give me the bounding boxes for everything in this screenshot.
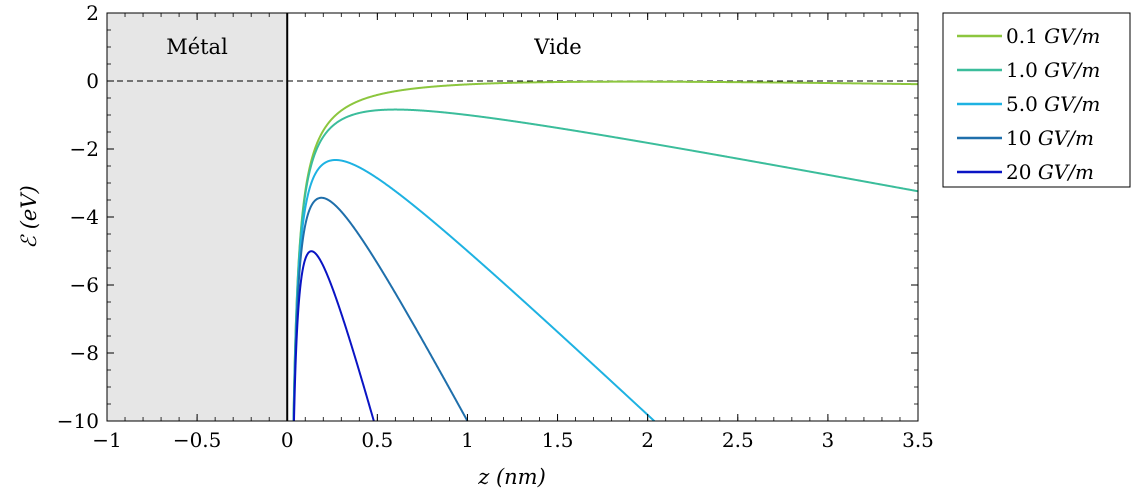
legend-unit: GV/m [1044, 24, 1100, 48]
x-tick-label: 0.5 [361, 428, 393, 452]
region-label-metal: Métal [166, 35, 228, 59]
y-tick-label: −4 [70, 205, 99, 229]
x-tick-label: 3.5 [902, 428, 934, 452]
y-tick-label: −10 [57, 409, 99, 433]
x-tick-label: 0 [281, 428, 294, 452]
legend-unit: GV/m [1038, 126, 1094, 150]
legend-label-1: 1.0 GV/m [1006, 58, 1100, 82]
legend-value: 0.1 [1006, 24, 1044, 48]
x-axis-title: z (nm) [477, 465, 546, 489]
y-tick-label: −2 [70, 137, 99, 161]
series-line-3 [292, 196, 469, 421]
y-tick-label: 0 [86, 69, 99, 93]
legend-unit: GV/m [1044, 58, 1100, 82]
series-line-2 [292, 158, 656, 421]
region-label-vacuum: Vide [533, 35, 581, 59]
x-tick-label: −1 [92, 428, 121, 452]
legend-value: 5.0 [1006, 92, 1044, 116]
legend-value: 1.0 [1006, 58, 1044, 82]
legend-label-0: 0.1 GV/m [1006, 24, 1100, 48]
legend-value: 20 [1006, 160, 1038, 184]
y-tick-label: −8 [70, 341, 99, 365]
x-tick-label: 2.5 [722, 428, 754, 452]
legend-unit: GV/m [1038, 160, 1094, 184]
x-tick-label: 3 [822, 428, 835, 452]
x-tick-label: 1.5 [542, 428, 574, 452]
legend-label-4: 20 GV/m [1006, 160, 1094, 184]
y-tick-label: 2 [86, 1, 99, 25]
legend-label-2: 5.0 GV/m [1006, 92, 1100, 116]
legend: 0.1 GV/m1.0 GV/m5.0 GV/m10 GV/m20 GV/m [942, 12, 1131, 188]
y-tick-label: −6 [70, 273, 99, 297]
legend-unit: GV/m [1044, 92, 1100, 116]
series-line-0 [292, 80, 918, 421]
metal-region [107, 13, 288, 421]
series-line-1 [292, 108, 918, 421]
series-line-4 [292, 250, 375, 421]
y-axis-title: ℰ (eV) [17, 185, 41, 248]
legend-label-3: 10 GV/m [1006, 126, 1094, 150]
x-tick-label: −0.5 [173, 428, 222, 452]
x-tick-label: 2 [641, 428, 654, 452]
x-tick-label: 1 [461, 428, 474, 452]
legend-box [942, 12, 1131, 188]
legend-value: 10 [1006, 126, 1038, 150]
